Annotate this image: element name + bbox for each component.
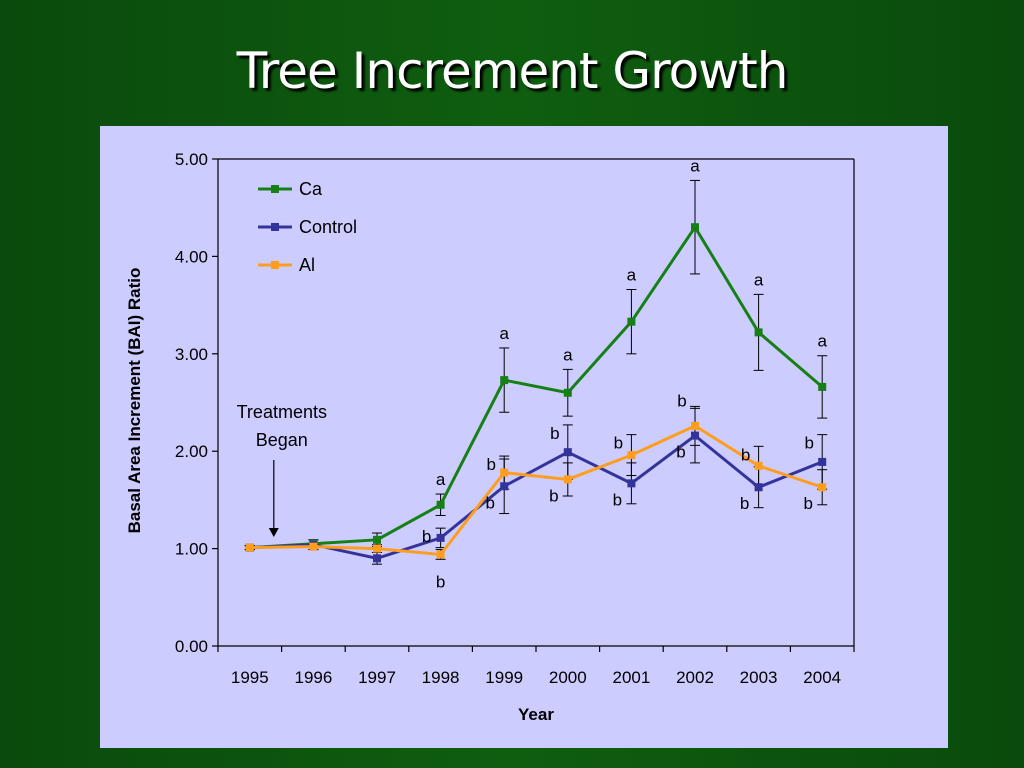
significance-letter-al: b bbox=[486, 455, 495, 474]
annotation-text: Treatments bbox=[237, 402, 327, 422]
series-line-ca bbox=[249, 224, 824, 550]
significance-letter-ca: a bbox=[563, 345, 573, 364]
legend-marker-control bbox=[271, 223, 279, 231]
x-tick-label: 2000 bbox=[549, 668, 587, 687]
x-tick-label: 1998 bbox=[422, 668, 460, 687]
significance-letter-control: b bbox=[676, 443, 685, 462]
legend-marker-ca bbox=[271, 185, 279, 193]
annotation-text: Began bbox=[256, 430, 308, 450]
data-point-ca bbox=[563, 388, 572, 397]
legend-marker-al bbox=[271, 261, 279, 269]
data-point-ca bbox=[818, 382, 827, 391]
line-chart: 0.00 1.00 2.00 3.00 4.00 5.00 1995 1996 1997 1998… bbox=[125, 150, 855, 724]
data-point-al bbox=[563, 475, 572, 484]
y-tick-label: 5.00 bbox=[175, 150, 208, 169]
series-lines bbox=[245, 223, 827, 563]
data-point-control bbox=[500, 482, 509, 491]
legend-label-ca: Ca bbox=[299, 179, 323, 199]
significance-letter-al: b bbox=[803, 494, 812, 513]
significance-letter-ca: a bbox=[627, 266, 637, 285]
y-tick-label: 0.00 bbox=[175, 637, 208, 656]
significance-letter-control: b bbox=[804, 434, 813, 453]
x-tick-label: 1995 bbox=[231, 668, 269, 687]
annotation-arrow-head bbox=[268, 528, 279, 537]
axes: 0.00 1.00 2.00 3.00 4.00 5.00 1995 1996 1997 1998… bbox=[125, 150, 855, 724]
data-point-control bbox=[373, 554, 381, 563]
significance-letter-al: b bbox=[741, 445, 750, 464]
series-line-al bbox=[249, 424, 823, 557]
data-point-al bbox=[818, 483, 827, 492]
treatments-annotation: Treatments Began bbox=[237, 402, 327, 537]
y-tick-label: 2.00 bbox=[175, 442, 208, 461]
x-tick-label: 2003 bbox=[740, 668, 778, 687]
significance-letter-control: b bbox=[613, 490, 622, 509]
data-point-al bbox=[627, 451, 636, 460]
significance-letter-control: b bbox=[740, 494, 749, 513]
data-point-control bbox=[627, 479, 636, 488]
data-point-al bbox=[436, 550, 445, 559]
data-point-control bbox=[436, 533, 445, 542]
data-point-control bbox=[691, 431, 699, 440]
data-point-al bbox=[373, 544, 381, 553]
significance-letter-ca: a bbox=[690, 156, 700, 175]
significance-letter-al: b bbox=[549, 486, 558, 505]
data-point-control bbox=[754, 483, 763, 492]
data-point-ca bbox=[754, 328, 763, 337]
data-point-ca bbox=[500, 376, 509, 385]
legend-label-al: Al bbox=[299, 255, 315, 275]
x-tick-label: 2001 bbox=[612, 668, 650, 687]
significance-letter-ca: a bbox=[436, 470, 446, 489]
y-axis-title: Basal Area Increment (BAI) Ratio bbox=[125, 268, 144, 534]
legend-label-control: Control bbox=[299, 217, 357, 237]
series-line-control bbox=[249, 433, 823, 560]
data-point-ca bbox=[373, 535, 381, 544]
data-point-control bbox=[563, 448, 572, 457]
significance-letter-ca: a bbox=[817, 332, 827, 351]
x-tick-label: 1997 bbox=[358, 668, 396, 687]
slide-title: Tree Increment Growth bbox=[236, 42, 789, 100]
significance-letter-al: b bbox=[677, 391, 686, 410]
x-tick-label: 1996 bbox=[294, 668, 332, 687]
y-tick-label: 3.00 bbox=[175, 345, 208, 364]
significance-letter-ca: a bbox=[754, 270, 764, 289]
data-point-ca bbox=[627, 317, 636, 326]
data-point-al bbox=[309, 542, 318, 551]
data-point-al bbox=[500, 468, 509, 477]
data-point-al bbox=[691, 421, 699, 430]
significance-letter-ca: a bbox=[499, 324, 509, 343]
legend: Ca Control Al bbox=[258, 179, 357, 275]
x-tick-label: 1999 bbox=[485, 668, 523, 687]
x-axis-title: Year bbox=[518, 705, 554, 724]
y-tick-label: 1.00 bbox=[175, 540, 208, 559]
x-tick-label: 2004 bbox=[803, 668, 841, 687]
data-point-ca bbox=[691, 223, 699, 232]
data-point-control bbox=[818, 457, 827, 466]
significance-letter-control: b bbox=[550, 424, 559, 443]
data-point-ca bbox=[436, 500, 445, 509]
chart-panel: 0.00 1.00 2.00 3.00 4.00 5.00 1995 1996 1997 1998… bbox=[100, 126, 948, 748]
data-point-al bbox=[245, 543, 254, 552]
x-tick-label: 2002 bbox=[676, 668, 714, 687]
data-point-al bbox=[754, 461, 763, 470]
significance-letter-al: b bbox=[614, 434, 623, 453]
significance-letter-control: b bbox=[422, 527, 431, 546]
significance-letter-al: b bbox=[436, 572, 445, 591]
significance-letter-control: b bbox=[485, 493, 494, 512]
y-tick-label: 4.00 bbox=[175, 247, 208, 266]
